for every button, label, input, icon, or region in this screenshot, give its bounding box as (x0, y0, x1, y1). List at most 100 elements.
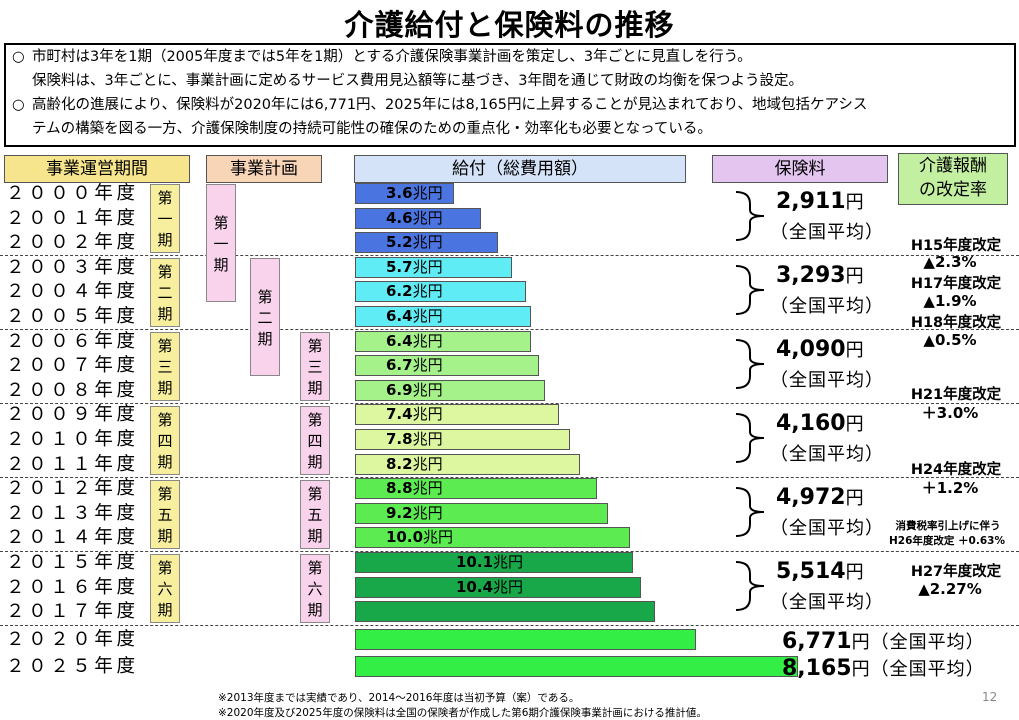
revision-h24-label: H24年度改定 (910, 462, 1002, 478)
revision-h27-label: H27年度改定 (910, 564, 1002, 580)
benefit-bar: 5.7兆円 (355, 256, 512, 278)
benefit-bar: 8.8兆円 (355, 478, 597, 500)
period-char: 三 (157, 358, 173, 376)
header-period: 事業運営期間 (4, 155, 190, 183)
premium-yen: 円 (845, 562, 865, 583)
premium-amount: 4,972 (776, 485, 846, 510)
header-plan: 事業計画 (206, 155, 322, 183)
period-char: 第 (307, 337, 323, 355)
bar-value: 8.8 (386, 479, 413, 498)
header-premium: 保険料 (712, 155, 888, 183)
group-divider (0, 551, 1019, 552)
premium-yen: 円 (845, 192, 865, 213)
period-char: 第 (257, 287, 273, 306)
benefit-bar: 4.6兆円 (355, 207, 481, 229)
group-divider (0, 329, 1019, 330)
plan-box-5: 第五期 (300, 480, 330, 549)
period-char: 五 (307, 506, 323, 524)
year-label: ２００２年度 (6, 232, 139, 254)
year-label: ２０１４年度 (6, 527, 139, 549)
plan-box-1: 第一期 (206, 184, 236, 302)
year-label: ２０１２年度 (6, 478, 139, 500)
premium-block-6: 5,514円 （全国平均） (770, 558, 890, 614)
bar-value: 8.2 (386, 454, 413, 473)
group-divider (0, 477, 1019, 478)
period-char: 第 (213, 213, 229, 232)
period-char: 期 (257, 329, 273, 348)
bar-value: 7.4 (386, 405, 413, 424)
summary-box: ○ 市町村は3年を1期（2005年度までは5年を1期）とする介護保険事業計画を策定… (4, 43, 1016, 147)
period-char: 四 (307, 432, 323, 450)
bar-value: 3.6 (386, 184, 413, 202)
period-box-3: 第三期 (150, 332, 180, 401)
benefit-bar: 9.2兆円 (355, 502, 608, 524)
bar-unit: 兆円 (412, 454, 443, 473)
benefit-bar: 5.2兆円 (355, 232, 498, 254)
premium-block-5: 4,972円 （全国平均） (770, 484, 890, 540)
period-char: 期 (307, 379, 323, 397)
benefit-bar: 7.8兆円 (355, 429, 570, 450)
premium-note: （全国平均） (770, 222, 884, 243)
period-box-2: 第二期 (150, 258, 180, 327)
premium-note: （全国平均） (770, 444, 884, 465)
year-label: ２００５年度 (6, 306, 139, 327)
bar-value: 7.8 (386, 430, 413, 448)
year-label: ２００３年度 (6, 256, 139, 278)
benefit-bar: 3.6兆円 (355, 183, 454, 204)
period-box-1: 第一期 (150, 184, 180, 253)
revision-h18-label: H18年度改定 (910, 315, 1002, 331)
benefit-bar: 7.4兆円 (355, 404, 559, 426)
premium-amount: 3,293 (776, 263, 846, 288)
benefit-bar: 6.9兆円 (355, 379, 545, 401)
bullet-2: ○ 高齢化の進展により、保険料が2020年には6,771円、2025年には8,16… (12, 97, 868, 113)
revision-h15-label: H15年度改定 (910, 238, 1002, 254)
year-label: ２００９年度 (6, 404, 139, 426)
premium-amount: 2,911 (776, 189, 846, 214)
page-number: 12 (982, 690, 998, 704)
premium-yen: 円 (845, 340, 865, 361)
brace-icon (734, 560, 768, 612)
benefit-bar: 6.7兆円 (355, 355, 539, 377)
premium-2025: 8,165円（全国平均） (782, 656, 985, 681)
period-char: 第 (307, 559, 323, 577)
bar-value: 10.1 (456, 553, 494, 571)
brace-icon (734, 412, 768, 464)
bar-value: 6.7 (386, 356, 413, 375)
period-char: 第 (157, 411, 173, 429)
bar-unit: 兆円 (412, 479, 443, 498)
period-char: 一 (157, 210, 173, 228)
premium-note: （全国平均） (770, 592, 884, 613)
premium-yen: 円 (845, 488, 865, 509)
revision-h26: H26年度改定 ＋0.63% (889, 535, 1005, 547)
period-char: 期 (157, 379, 173, 397)
bar-unit: 兆円 (412, 405, 443, 424)
page-title: 介護給付と保険料の推移 (344, 8, 675, 42)
period-char: 期 (213, 255, 229, 274)
period-char: 第 (157, 263, 173, 281)
year-label: ２０００年度 (6, 183, 139, 204)
period-char: 期 (157, 305, 173, 323)
plan-box-4: 第四期 (300, 406, 330, 475)
benefit-bar (355, 656, 798, 677)
bar-unit: 兆円 (412, 356, 443, 375)
year-label: ２００６年度 (6, 330, 139, 352)
period-char: 期 (307, 453, 323, 471)
period-char: 期 (307, 601, 323, 619)
bar-unit: 兆円 (412, 331, 443, 350)
benefit-bar: 6.4兆円 (355, 306, 531, 327)
footnote-1: ※2013年度までは実績であり、2014～2016年度は当初予算（案）である。 (218, 692, 580, 704)
brace-icon (734, 264, 768, 316)
plan-box-6: 第六期 (300, 554, 330, 623)
bullet-2-cont: テムの構築を図る一方、介護保険制度の持続可能性の確保のための重点化・効率化も必要… (32, 121, 712, 137)
revision-h27-value: ▲2.27% (918, 580, 982, 598)
revision-h21-value: ＋3.0% (921, 404, 979, 422)
revision-h17-value: ▲1.9% (923, 292, 977, 310)
bar-unit: 兆円 (493, 577, 524, 596)
period-char: 第 (307, 485, 323, 503)
bar-value: 5.7 (386, 257, 413, 276)
period-char: 五 (157, 506, 173, 524)
period-char: 六 (157, 580, 173, 598)
period-char: 六 (307, 580, 323, 598)
period-char: 一 (213, 234, 229, 253)
period-char: 期 (307, 527, 323, 545)
